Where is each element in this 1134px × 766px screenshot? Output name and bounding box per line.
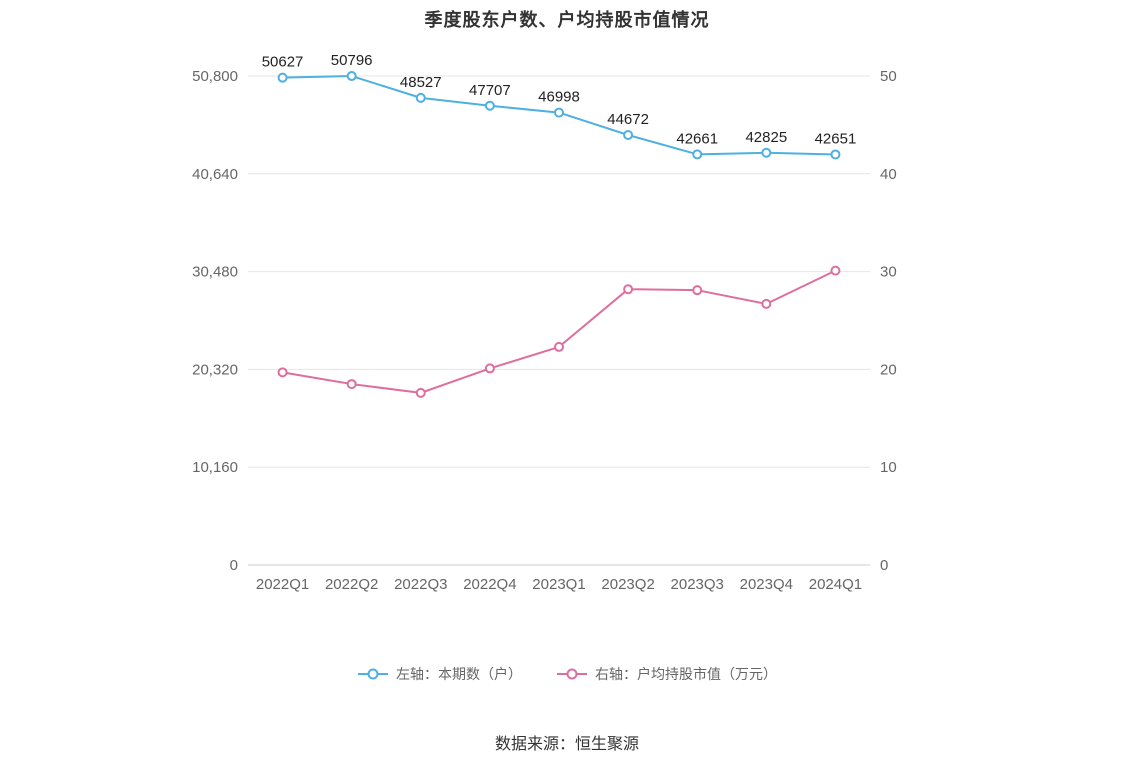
left-axis-tick-label: 0 [230, 557, 238, 574]
right-axis-tick-label: 40 [880, 166, 897, 183]
data-point-0-2023Q3[interactable] [692, 149, 703, 160]
x-axis-category-label: 2023Q2 [601, 576, 654, 593]
data-point-1-2024Q1[interactable] [830, 265, 841, 276]
data-source-note: 数据来源：恒生聚源 [494, 736, 639, 753]
legend-marker-left-icon [358, 668, 388, 680]
data-label: 42825 [745, 129, 787, 146]
data-label: 42661 [676, 130, 718, 147]
legend-marker-right-icon [557, 668, 587, 680]
right-axis-tick-label: 20 [880, 361, 897, 378]
data-point-1-2023Q1[interactable] [554, 341, 564, 352]
x-axis-category-label: 2024Q1 [809, 576, 862, 593]
left-axis-tick-label: 10,160 [192, 459, 238, 476]
data-point-0-2023Q4[interactable] [761, 147, 772, 158]
data-point-1-2023Q2[interactable] [623, 284, 634, 295]
data-point-1-2023Q3[interactable] [692, 285, 703, 296]
right-axis-tick-label: 50 [880, 68, 897, 85]
data-point-1-2022Q1[interactable] [277, 367, 288, 378]
data-point-1-2022Q4[interactable] [484, 363, 495, 374]
x-axis-category-label: 2023Q4 [740, 576, 793, 593]
series-line-1 [282, 269, 836, 394]
x-axis-category-label: 2022Q2 [325, 576, 378, 593]
left-axis-tick-label: 50,800 [192, 68, 238, 85]
data-point-0-2022Q4[interactable] [484, 100, 495, 111]
data-point-1-2023Q4[interactable] [761, 298, 772, 309]
data-point-0-2023Q2[interactable] [623, 129, 634, 140]
x-axis-category-label: 2023Q1 [532, 576, 585, 593]
left-axis-tick-label: 20,320 [192, 361, 238, 378]
right-axis-tick-label: 0 [880, 557, 888, 574]
data-label: 50627 [262, 54, 304, 71]
right-axis-tick-label: 10 [880, 459, 897, 476]
x-axis-category-label: 2022Q4 [463, 576, 516, 593]
x-axis-category-label: 2022Q3 [394, 576, 447, 593]
x-axis-category-label: 2022Q1 [256, 576, 309, 593]
legend-label-right-series: 右轴：户均持股市值（万元） [595, 666, 777, 682]
data-point-0-2022Q1[interactable] [277, 72, 288, 83]
legend-label-left-series: 左轴：本期数（户） [396, 666, 522, 682]
data-point-0-2022Q2[interactable] [346, 71, 357, 82]
left-axis-tick-label: 40,640 [192, 166, 238, 183]
left-axis-tick-label: 30,480 [192, 264, 238, 281]
data-label: 46998 [538, 89, 580, 106]
data-point-1-2022Q2[interactable] [346, 379, 357, 390]
data-point-0-2023Q1[interactable] [554, 107, 564, 118]
x-axis-category-label: 2023Q3 [671, 576, 724, 593]
legend-item-right-series[interactable]: 右轴：户均持股市值（万元） [556, 664, 777, 684]
data-point-0-2024Q1[interactable] [830, 149, 841, 160]
chart-title: 季度股东户数、户均持股市值情况 [424, 10, 710, 30]
data-label: 42651 [815, 130, 857, 147]
legend-item-left-series[interactable]: 左轴：本期数（户） [357, 664, 522, 684]
data-label: 48527 [400, 74, 442, 91]
data-point-0-2022Q3[interactable] [415, 92, 426, 103]
data-point-1-2022Q3[interactable] [415, 387, 426, 398]
right-axis-tick-label: 30 [880, 264, 897, 281]
data-label: 44672 [607, 111, 649, 128]
chart-legend: 左轴：本期数（户） 右轴：户均持股市值（万元） [0, 664, 1134, 684]
data-label: 47707 [469, 82, 511, 99]
data-label: 50796 [331, 52, 373, 69]
